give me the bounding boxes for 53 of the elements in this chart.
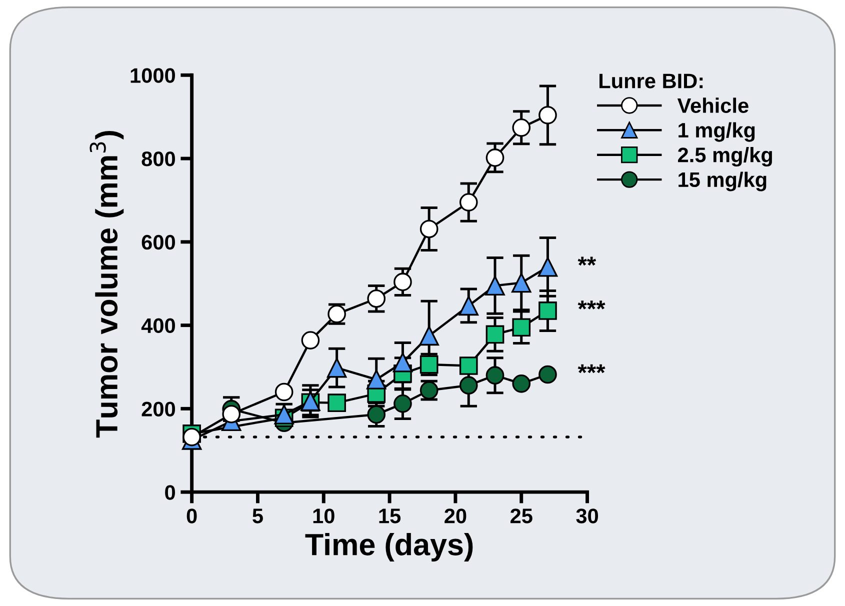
y-tick-label: 1000 [130,68,175,83]
point [458,296,478,316]
point [394,272,412,292]
point [367,405,386,424]
legend-label: 15 mg/kg [678,172,766,192]
x-tick-label: 30 [576,508,598,524]
y-tick-label: 400 [141,318,175,334]
point [486,366,504,384]
x-tick-label: 20 [444,508,466,524]
point [538,106,557,124]
point [222,404,241,424]
point [459,193,478,212]
legend-label: 2.5 mg/kg [678,147,772,167]
x-tick-label: 5 [252,508,263,524]
point [367,289,386,308]
point [328,394,346,412]
y-tick-label: 200 [142,402,175,416]
legend-title: Lunre BID: [600,74,703,88]
y-axis-title: Tumor volume (mm$^{3}$) [90,131,124,438]
x-tick-label: 25 [510,508,532,524]
legend-label: 1 mg/kg [678,122,755,142]
annotation: *** [578,300,606,310]
point [485,276,505,296]
point [326,358,347,378]
point [366,370,386,390]
point [512,272,532,293]
point [512,118,531,137]
point [420,220,438,238]
y-tick-label: 600 [142,234,175,250]
point [512,374,531,393]
point [486,148,504,167]
point [512,318,531,337]
point [459,356,478,375]
annotation: *** [578,364,606,374]
y-tick-label: 0 [165,485,175,500]
annotation: ** [578,256,596,266]
x-tick-label: 15 [379,508,401,524]
point [392,352,413,372]
point [274,382,294,402]
x-axis-title: Time (days) [305,533,473,562]
point [419,326,439,346]
legend-label: Vehicle [677,98,748,113]
point [486,325,504,344]
y-tick-label: 800 [142,152,175,166]
point [459,376,478,395]
point [182,428,201,446]
x-tick-label: 0 [186,508,197,524]
x-tick-label: 10 [313,508,334,524]
point [301,331,320,350]
point [394,394,412,413]
point [538,365,557,384]
point [538,257,558,277]
point [538,302,557,320]
